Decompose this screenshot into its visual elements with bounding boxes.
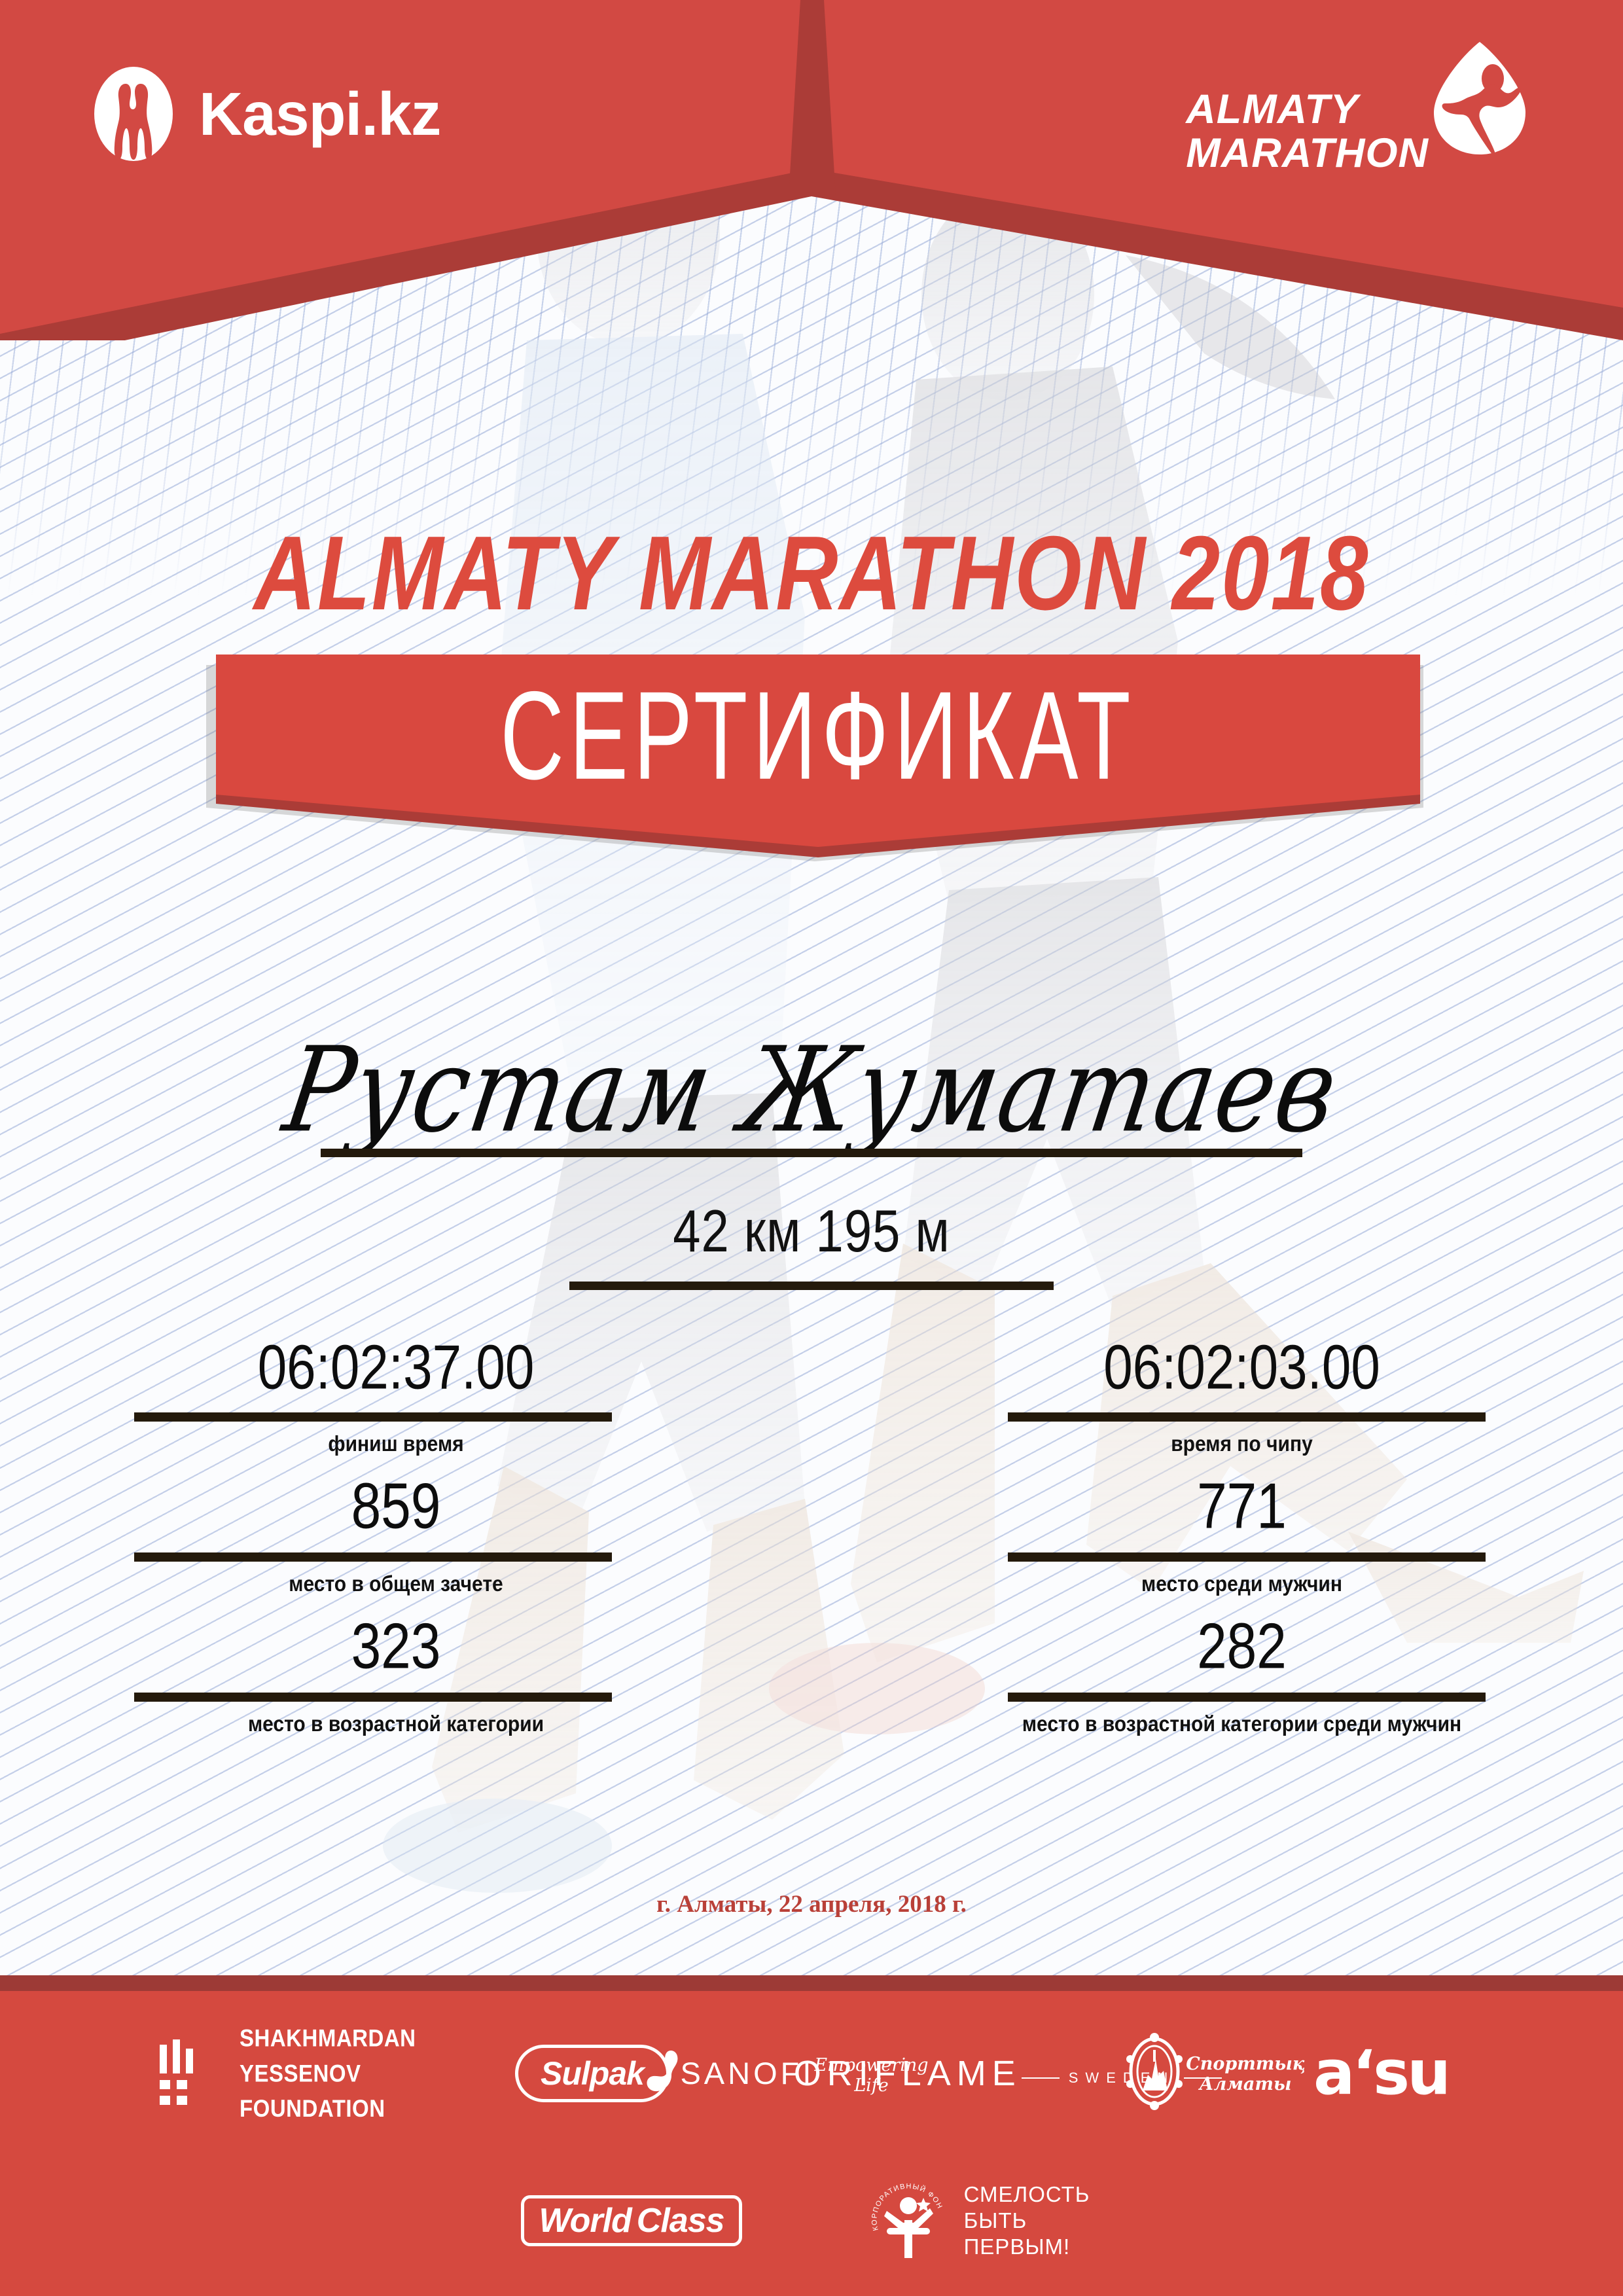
stats-row: 06:02:37.00 финиш время 06:02:03.00 врем… [0, 1332, 1623, 1456]
distance-underline [569, 1282, 1054, 1290]
marathon-runner-drop-icon [1425, 39, 1535, 157]
stat-label: финиш время [328, 1431, 464, 1456]
almaty-marathon-logo-text: ALMATY MARATHON [1186, 88, 1429, 175]
smelost-line2: БЫТЬ [963, 2208, 1027, 2233]
stats-grid: 06:02:37.00 финиш время 06:02:03.00 врем… [0, 1332, 1623, 1754]
stat-age-group-men-place: 282 место в возрастной категории среди м… [812, 1610, 1623, 1736]
sport-almaty-text: Спорттық Алматы [1186, 2054, 1305, 2094]
sponsor-row-primary: SHAKHMARDAN YESSENOV FOUNDATION Sulpak S… [0, 2024, 1623, 2122]
kaspi-logo: Kaspi.kz [92, 65, 441, 162]
stat-label: место в возрастной категории среди мужчи… [1022, 1712, 1462, 1736]
stat-label: место среди мужчин [1141, 1571, 1342, 1596]
stat-label: место в общем зачете [289, 1571, 503, 1596]
stats-row: 859 место в общем зачете 771 место среди… [0, 1470, 1623, 1596]
stat-value: 06:02:37.00 [257, 1332, 535, 1402]
almaty-marathon-logo-line2: MARATHON [1186, 130, 1429, 176]
sponsor-sport-almaty: Спорттық Алматы [1126, 2033, 1305, 2113]
certificate-word: СЕРТИФИКАТ [500, 664, 1136, 806]
oriflame-logo-text: ORIFLAME [793, 2053, 1022, 2093]
stats-row: 323 место в возрастной категории 282 мес… [0, 1610, 1623, 1736]
stat-value: 06:02:03.00 [1103, 1332, 1380, 1402]
runners-photo-watermark [0, 118, 1623, 1950]
stat-finish-time: 06:02:37.00 финиш время [0, 1332, 812, 1456]
smelost-text: СМЕЛОСТЬ БЫТЬ ПЕРВЫМ! [964, 2181, 1090, 2261]
yessenov-mark-icon [157, 2039, 217, 2108]
yessenov-text: SHAKHMARDAN YESSENOV FOUNDATION [240, 2020, 497, 2126]
stat-age-group-place: 323 место в возрастной категории [0, 1610, 812, 1736]
yessenov-line2: FOUNDATION [240, 2094, 385, 2122]
sport-almaty-emblem-icon [1123, 2033, 1186, 2113]
yessenov-line1: SHAKHMARDAN YESSENOV [240, 2024, 416, 2087]
stat-underline [134, 1552, 612, 1562]
stat-men-place: 771 место среди мужчин [812, 1470, 1623, 1596]
world-class-word2: Class [636, 2202, 725, 2240]
almaty-marathon-logo-line1: ALMATY [1186, 86, 1359, 132]
stat-underline [134, 1412, 612, 1422]
stat-underline [1008, 1552, 1486, 1562]
sponsor-smelost-byt-pervym: КОРПОРАТИВНЫЙ ФОНД СМЕЛОСТЬ БЫТЬ ПЕРВЫМ! [841, 2174, 1116, 2262]
stat-label: время по чипу [1171, 1431, 1313, 1456]
sponsor-yessenov-foundation: SHAKHMARDAN YESSENOV FOUNDATION [157, 2024, 497, 2122]
stat-value: 859 [351, 1470, 441, 1542]
distance-value: 42 км 195 м [673, 1198, 950, 1265]
smelost-line3: ПЕРВЫМ! [963, 2234, 1071, 2259]
place-and-date: г. Алматы, 22 апреля, 2018 г. [656, 1891, 967, 1918]
footer-body [0, 1991, 1623, 2296]
oriflame-dash-right [1184, 2077, 1222, 2079]
stat-value: 282 [1197, 1610, 1287, 1682]
stat-chip-time: 06:02:03.00 время по чипу [812, 1332, 1623, 1456]
smelost-line1: СМЕЛОСТЬ [963, 2181, 1090, 2206]
certificate-banner: СЕРТИФИКАТ [0, 655, 1623, 864]
stat-underline [1008, 1692, 1486, 1702]
sponsors-footer: SHAKHMARDAN YESSENOV FOUNDATION Sulpak S… [0, 1975, 1623, 2296]
kaspi-logo-text: Kaspi.kz [199, 79, 441, 148]
sport-almaty-line2: Алматы [1199, 2073, 1292, 2094]
stat-overall-place: 859 место в общем зачете [0, 1470, 812, 1596]
athlete-name-underline [321, 1149, 1302, 1157]
stat-underline [1008, 1412, 1486, 1422]
sanofi-tagline: Empowering Life [814, 2055, 929, 2096]
world-class-word1: World [539, 2202, 632, 2240]
sponsor-asu: aʻsu [1296, 2037, 1466, 2109]
sponsor-oriflame: ORIFLAME SWEDEN [794, 2056, 1222, 2091]
event-title: ALMATY MARATHON 2018 [253, 514, 1370, 632]
stat-value: 323 [351, 1610, 441, 1682]
sponsor-sanofi: SANOFI Empowering Life [647, 2048, 929, 2098]
stat-value: 771 [1197, 1470, 1287, 1542]
footer-top-divider [0, 1975, 1623, 1991]
sport-almaty-line1: Спорттық [1186, 2053, 1305, 2074]
kaspi-mark-icon [92, 65, 175, 162]
sanofi-mark-icon [642, 2051, 680, 2098]
header-banner: Kaspi.kz ALMATY MARATHON [0, 0, 1623, 340]
oriflame-dash-left [1021, 2077, 1060, 2079]
athlete-name: Рустам Жуматаев [276, 1021, 1347, 1158]
world-class-logo: World Class [521, 2195, 742, 2246]
stat-underline [134, 1692, 612, 1702]
stat-label: место в возрастной категории [247, 1712, 544, 1736]
athlete-name-block: Рустам Жуматаев [0, 1022, 1623, 1158]
sponsor-world-class: World Class [507, 2195, 756, 2246]
almaty-marathon-logo: ALMATY MARATHON [1186, 39, 1535, 175]
sanofi-logo-text: SANOFI [680, 2056, 815, 2091]
smelost-runner-icon: КОРПОРАТИВНЫЙ ФОНД [864, 2174, 950, 2262]
asu-logo-text: aʻsu [1313, 2037, 1451, 2109]
